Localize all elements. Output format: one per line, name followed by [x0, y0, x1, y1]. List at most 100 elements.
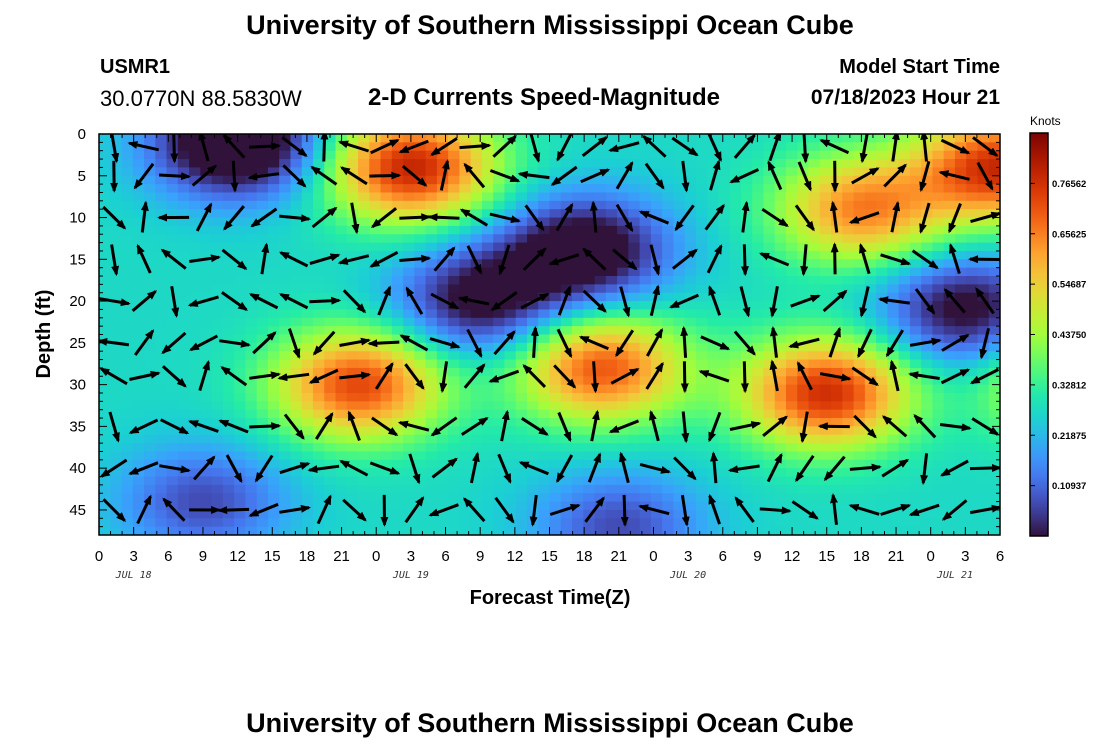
heatmap-cell: [324, 334, 337, 344]
heatmap-cell: [898, 426, 911, 436]
heatmap-cell: [256, 351, 269, 361]
heatmap-cell: [324, 134, 337, 143]
heatmap-cell: [572, 167, 584, 177]
heatmap-cell: [639, 426, 652, 436]
heatmap-cell: [831, 217, 843, 227]
heatmap-cell: [414, 217, 427, 227]
heatmap-cell: [166, 250, 179, 260]
heatmap-cell: [504, 484, 517, 494]
heatmap-cell: [414, 150, 427, 160]
heatmap-cell: [819, 426, 832, 436]
heatmap-cell: [864, 443, 877, 453]
heatmap-cell: [256, 250, 269, 260]
heatmap-cell: [695, 501, 708, 511]
heatmap-cell: [819, 459, 832, 469]
heatmap-cell: [267, 468, 280, 478]
current-vector: [799, 411, 809, 444]
heatmap-cell: [695, 309, 708, 319]
heatmap-cell: [493, 426, 506, 436]
heatmap-cell: [369, 209, 382, 219]
heatmap-cell: [583, 134, 596, 143]
heatmap-cell: [256, 175, 269, 185]
heatmap-cell: [662, 367, 674, 377]
heatmap-cell: [831, 509, 843, 519]
heatmap-cell: [740, 367, 753, 377]
heatmap-cell: [617, 367, 629, 377]
heatmap-cell: [853, 209, 866, 219]
heatmap-cell: [245, 317, 258, 327]
heatmap-cell: [99, 342, 111, 352]
current-vector: [524, 204, 545, 232]
heatmap-cell: [797, 501, 810, 511]
heatmap-cell: [200, 493, 213, 503]
heatmap-cell: [132, 418, 145, 427]
heatmap-cell: [177, 526, 190, 535]
heatmap-cell: [617, 509, 629, 519]
heatmap-cell: [391, 501, 404, 511]
heatmap-cell: [335, 242, 348, 252]
heatmap-cell: [842, 367, 855, 377]
current-vector: [404, 363, 425, 390]
heatmap-cell: [718, 150, 731, 160]
heatmap-cell: [662, 359, 674, 369]
heatmap-cell: [358, 342, 370, 352]
heatmap-cell: [718, 351, 731, 361]
heatmap-cell: [572, 392, 584, 402]
heatmap-cell: [312, 526, 325, 535]
heatmap-cell: [267, 276, 280, 285]
heatmap-cell: [538, 259, 551, 269]
heatmap-cell: [887, 259, 900, 269]
heatmap-cell: [290, 518, 303, 528]
current-vector: [848, 504, 880, 516]
heatmap-cell: [966, 443, 979, 453]
heatmap-cell: [526, 142, 539, 152]
heatmap-cell: [211, 209, 224, 219]
heatmap-cell: [166, 418, 179, 427]
heatmap-cell: [943, 317, 956, 327]
heatmap-cell: [222, 276, 235, 285]
heatmap-cell: [876, 359, 888, 369]
heatmap-cell: [380, 451, 393, 461]
heatmap-cell: [144, 342, 156, 352]
heatmap-cell: [358, 434, 370, 444]
heatmap-cell: [729, 409, 742, 419]
heatmap-cell: [436, 443, 449, 453]
heatmap-cell: [391, 476, 404, 486]
heatmap-cell: [166, 443, 179, 453]
heatmap-cell: [481, 267, 494, 277]
heatmap-cell: [481, 292, 494, 302]
heatmap-cell: [932, 301, 945, 311]
heatmap-cell: [909, 451, 922, 461]
heatmap-cell: [966, 184, 979, 194]
heatmap-cell: [718, 476, 731, 486]
heatmap-cell: [234, 267, 247, 277]
heatmap-cell: [909, 225, 922, 235]
current-vector: [709, 159, 721, 191]
heatmap-cell: [279, 451, 292, 461]
heatmap-cell: [797, 384, 810, 394]
heatmap-cell: [639, 484, 652, 494]
y-tick-label: 5: [78, 168, 86, 185]
heatmap-cell: [425, 501, 438, 511]
heatmap-cell: [639, 418, 652, 427]
heatmap-cell: [200, 234, 213, 244]
current-vector: [401, 164, 428, 187]
heatmap-cell: [786, 317, 798, 327]
heatmap-cell: [943, 376, 956, 386]
heatmap-cell: [752, 134, 765, 143]
heatmap-cell: [988, 409, 1000, 419]
current-vector: [281, 136, 308, 157]
x-tick-label: 3: [407, 548, 415, 565]
heatmap-cell: [177, 359, 190, 369]
heatmap-cell: [155, 159, 168, 169]
heatmap-cell: [876, 225, 888, 235]
heatmap-cell: [707, 526, 720, 535]
heatmap-cell: [448, 234, 460, 244]
heatmap-cell: [481, 284, 494, 294]
heatmap-cell: [639, 301, 652, 311]
heatmap-cell: [673, 392, 686, 402]
heatmap-cell: [155, 301, 168, 311]
heatmap-cell: [515, 434, 528, 444]
heatmap-cell: [234, 443, 247, 453]
heatmap-cell: [594, 225, 607, 235]
